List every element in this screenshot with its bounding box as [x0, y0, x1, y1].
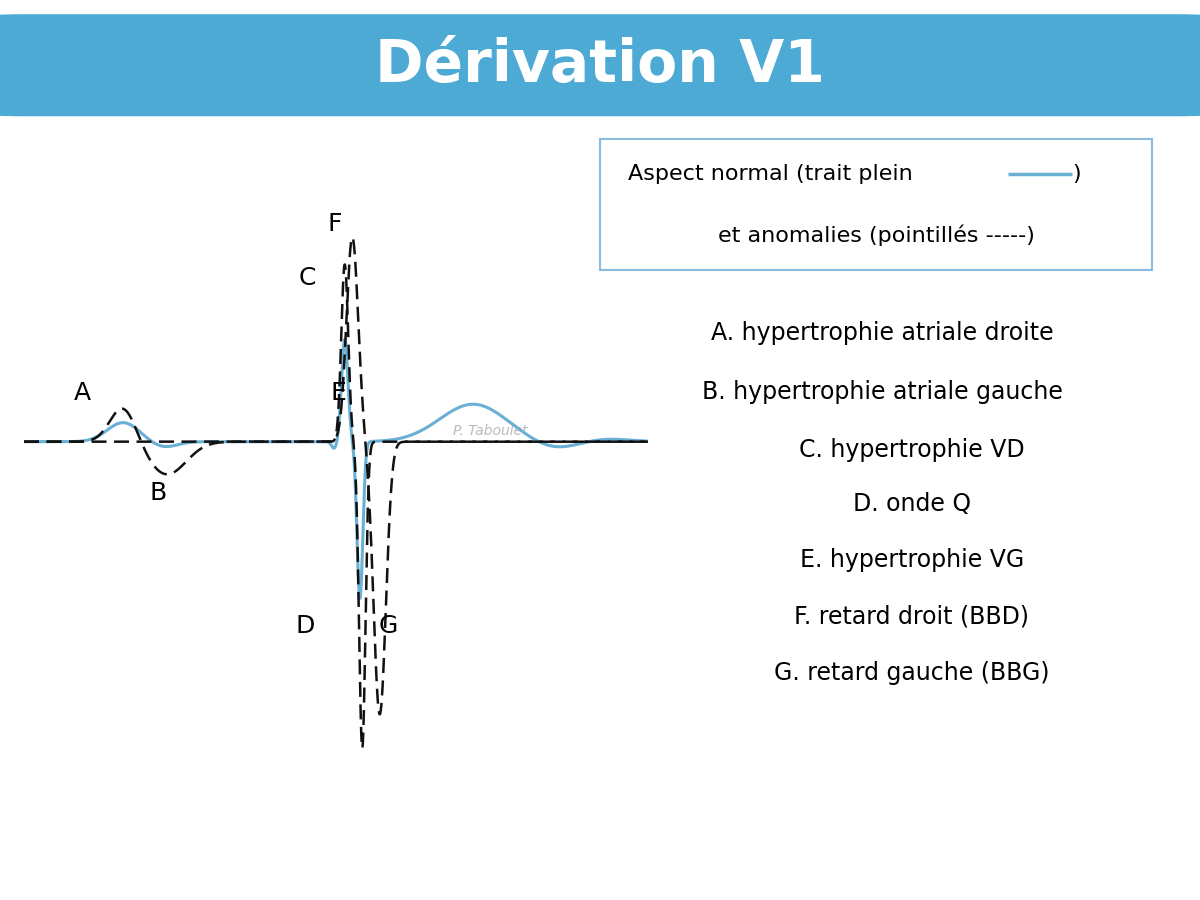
Text: G: G	[379, 614, 398, 638]
Text: E. hypertrophie VG: E. hypertrophie VG	[800, 548, 1024, 572]
Text: C. hypertrophie VD: C. hypertrophie VD	[799, 438, 1025, 462]
Text: A. hypertrophie atriale droite: A. hypertrophie atriale droite	[710, 321, 1054, 345]
Text: ): )	[1072, 164, 1080, 184]
Text: F. retard droit (BBD): F. retard droit (BBD)	[794, 605, 1030, 628]
Text: G. retard gauche (BBG): G. retard gauche (BBG)	[774, 662, 1050, 685]
Text: B: B	[150, 481, 167, 505]
Text: Aspect normal (trait plein: Aspect normal (trait plein	[629, 164, 913, 184]
Text: E: E	[331, 381, 347, 405]
Text: D: D	[295, 614, 314, 638]
Text: C: C	[298, 266, 316, 290]
Text: Dérivation V1: Dérivation V1	[376, 37, 824, 94]
Text: P. Taboulet: P. Taboulet	[454, 425, 528, 438]
Text: B. hypertrophie atriale gauche: B. hypertrophie atriale gauche	[702, 380, 1062, 403]
FancyBboxPatch shape	[0, 14, 1200, 116]
Text: D. onde Q: D. onde Q	[853, 492, 971, 516]
Text: et anomalies (pointillés -----): et anomalies (pointillés -----)	[718, 225, 1034, 247]
Text: A: A	[73, 381, 91, 405]
Text: F: F	[328, 212, 342, 236]
FancyBboxPatch shape	[600, 140, 1152, 270]
